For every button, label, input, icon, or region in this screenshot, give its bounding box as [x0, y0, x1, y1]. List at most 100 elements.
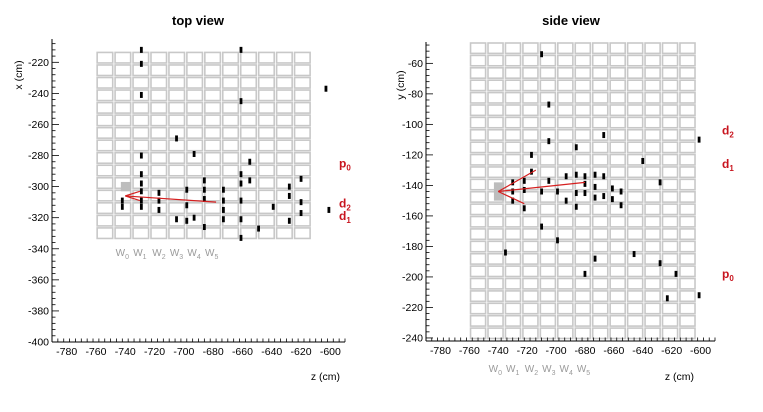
detector-cell	[504, 252, 522, 265]
detector-cell	[114, 101, 132, 114]
detector-cell	[557, 42, 574, 55]
detector-cell	[661, 91, 679, 104]
detector-cell	[539, 314, 557, 327]
y-tick-label: -400	[28, 337, 49, 349]
detector-cell	[626, 265, 644, 278]
detector-cell	[609, 252, 627, 265]
hit-marker	[511, 197, 515, 204]
detector-cell	[522, 178, 539, 191]
detector-cell	[114, 151, 132, 165]
detector-cell	[609, 327, 627, 340]
hit-marker	[157, 197, 161, 204]
detector-cell	[609, 141, 627, 154]
detector-cell	[186, 227, 204, 240]
detector-cell	[644, 240, 661, 253]
wire-label-subscript: 3	[552, 370, 556, 377]
hit-marker	[222, 186, 225, 193]
hit-markers	[504, 51, 701, 302]
detector-cell	[574, 215, 592, 228]
hit-marker	[120, 197, 124, 204]
detector-cell	[204, 76, 222, 89]
wire-label-letter: W	[152, 248, 162, 259]
hit-marker	[556, 188, 559, 195]
detector-cell	[487, 228, 504, 241]
detector-cell	[522, 277, 539, 290]
wire-label-subscript: 0	[125, 254, 129, 261]
detector-cell	[609, 66, 627, 79]
detector-cell	[469, 91, 487, 104]
detector-cell	[257, 64, 276, 77]
detector-cell	[132, 101, 150, 114]
target-shaded-cell	[120, 181, 132, 192]
detector-cell	[661, 314, 679, 327]
detector-cell	[609, 203, 627, 216]
detector-cell	[591, 215, 609, 228]
detector-cell	[257, 151, 276, 165]
y-tick-label: -220	[402, 302, 423, 314]
detector-cell	[239, 76, 258, 89]
detector-cell	[186, 89, 204, 102]
wire-label: W2	[525, 364, 538, 377]
detector-grid	[469, 42, 696, 340]
detector-cell	[557, 252, 574, 265]
wire-label-subscript: 2	[162, 254, 166, 261]
detector-cell	[661, 277, 679, 290]
detector-cell	[644, 104, 661, 117]
particle-label-letter: d	[722, 123, 729, 137]
hit-marker	[593, 194, 597, 201]
y-tick-label: -80	[408, 88, 423, 100]
detector-cell	[132, 76, 150, 89]
detector-cell	[679, 240, 696, 253]
wire-label-subscript: 1	[143, 254, 147, 261]
track-line	[125, 195, 217, 203]
detector-cell	[221, 89, 240, 102]
hit-marker	[299, 210, 303, 217]
hit-marker	[593, 255, 597, 262]
detector-cell	[609, 215, 627, 228]
detector-cell	[96, 64, 114, 77]
detector-cell	[186, 139, 204, 152]
detector-cell	[132, 214, 150, 227]
detector-cell	[557, 228, 574, 241]
detector-cell	[204, 164, 222, 177]
detector-cell	[150, 51, 168, 64]
detector-cell	[487, 314, 504, 327]
detector-cell	[487, 79, 504, 92]
detector-cell	[557, 153, 574, 166]
detector-cell	[257, 214, 276, 227]
detector-cell	[557, 302, 574, 315]
detector-cell	[609, 153, 627, 166]
detector-cell	[257, 101, 276, 114]
detector-cell	[661, 240, 679, 253]
detector-cell	[679, 91, 696, 104]
y-tick-label: -200	[402, 271, 423, 283]
detector-cell	[626, 128, 644, 141]
detector-cell	[539, 327, 557, 340]
detector-cell	[661, 116, 679, 129]
detector-cell	[574, 116, 592, 129]
detector-cell	[591, 314, 609, 327]
detector-cell	[504, 54, 522, 67]
detector-cell	[644, 54, 661, 67]
side-view-panel: side view -780 -760 -740 -720 -700 -680 -660 -64…	[395, 13, 734, 383]
wire-label: W0	[489, 364, 502, 377]
detector-cell	[487, 277, 504, 290]
detector-cell	[221, 114, 240, 127]
detector-cell	[557, 203, 574, 216]
detector-cell	[644, 79, 661, 92]
track-line	[125, 190, 141, 197]
hit-marker	[547, 177, 551, 184]
detector-cell	[574, 302, 592, 315]
detector-cell	[609, 290, 627, 303]
detector-cell	[609, 79, 627, 92]
detector-cell	[150, 101, 168, 114]
hit-marker	[511, 179, 515, 186]
particle-label: d2	[339, 197, 351, 213]
detector-cell	[591, 91, 609, 104]
detector-cell	[204, 151, 222, 165]
hit-marker	[239, 234, 243, 241]
detector-cell	[661, 166, 679, 179]
detector-cell	[239, 202, 258, 215]
detector-cell	[661, 190, 679, 203]
detector-cell	[469, 79, 487, 92]
